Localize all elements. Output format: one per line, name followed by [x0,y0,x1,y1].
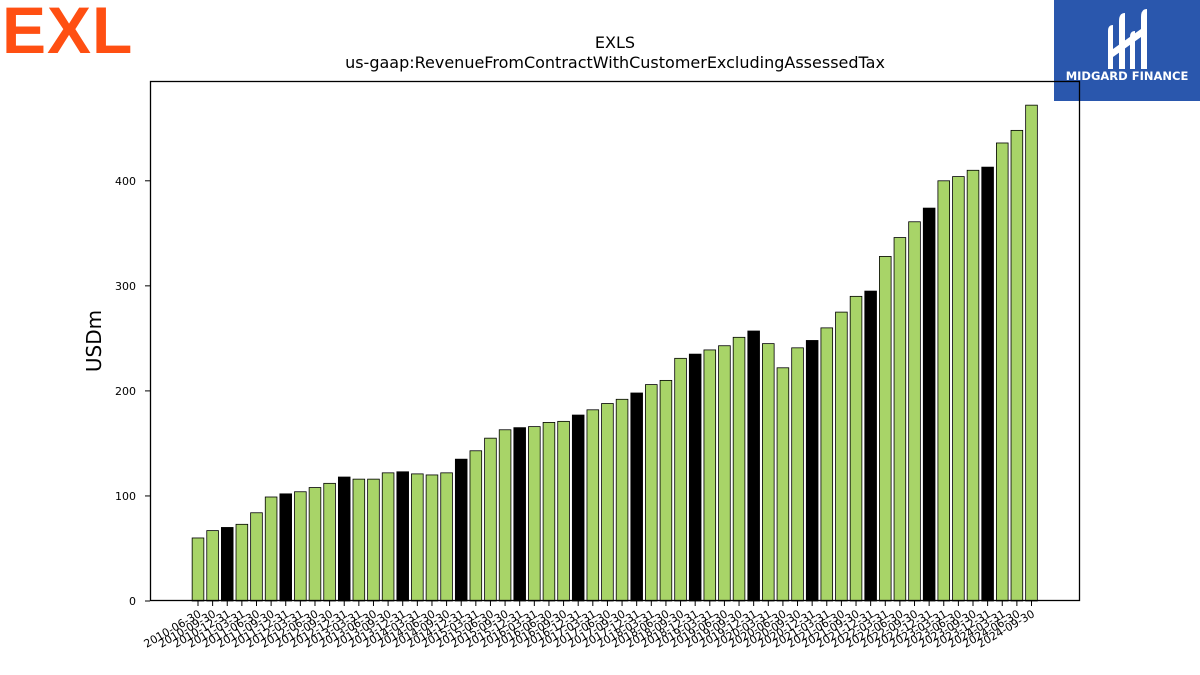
bar-2015-03-31 [469,450,483,602]
bar-2021-09-30 [849,295,863,602]
bar-2019-06-30 [718,345,731,602]
bar-2022-06-30 [893,237,907,602]
bar-2018-09-30 [674,357,687,602]
bar-2023-12-31 [981,166,994,602]
bar-2017-06-30 [601,403,614,602]
bar-2015-06-30 [484,437,497,602]
bar-2019-12-31 [747,330,760,602]
x-axis: 2010-06-302010-09-302010-12-312011-03-31… [142,601,1037,651]
bar-2014-06-30 [425,474,439,602]
bar-2010-12-31 [220,527,234,602]
bar-2012-06-30 [308,487,322,602]
bar-2020-06-30 [776,367,790,602]
y-tick-label: 100 [115,490,136,503]
midgard-mark-icon [1108,9,1147,69]
bar-2022-12-31 [922,207,936,602]
bar-2017-12-31 [630,392,643,602]
bar-2012-12-31 [337,476,351,602]
bar-2023-03-31 [937,180,951,602]
bar-2013-03-31 [352,478,366,602]
bar-2023-06-30 [952,176,965,602]
bar-2020-03-31 [762,343,775,602]
partner-name: MIDGARD FINANCE [1065,69,1189,83]
bar-2011-12-31 [279,493,292,602]
bar-2024-03-31 [996,142,1009,602]
bar-2015-09-30 [498,429,512,602]
midgard-finance-logo: MIDGARD FINANCE [1054,0,1200,101]
bar-2017-09-30 [615,398,629,602]
bar-2011-06-30 [250,512,263,602]
bar-2020-09-30 [791,347,804,602]
bar-2021-03-31 [820,327,834,602]
bar-2020-12-31 [805,340,819,602]
chart-title-block: EXLS us-gaap:RevenueFromContractWithCust… [150,33,1080,73]
bar-2024-06-30 [1010,129,1024,602]
y-axis-label: USDm [82,310,106,372]
bar-2022-03-31 [879,256,892,602]
bar-2013-06-30 [367,478,380,602]
bar-2018-12-31 [688,353,702,602]
bar-2014-12-31 [454,458,468,602]
y-tick-label: 400 [115,175,136,188]
bar-2017-03-31 [586,409,600,602]
bar-2024-09-30 [1025,104,1038,602]
chart-subtitle: us-gaap:RevenueFromContractWithCustomerE… [345,53,885,72]
bar-2023-09-30 [966,169,980,602]
plot-frame [149,80,1081,602]
bar-2010-06-30 [191,537,205,602]
y-tick-label: 0 [129,595,136,608]
bar-2015-12-31 [513,427,526,602]
exl-logo: EXL [2,0,134,67]
bar-2014-09-30 [440,472,453,602]
bar-2012-03-31 [294,491,307,602]
y-tick-label: 200 [115,385,136,398]
bar-2011-03-31 [235,523,249,602]
bar-2018-03-31 [645,384,658,602]
bar-2016-12-31 [571,414,585,602]
bar-2016-06-30 [542,422,556,602]
bar-2012-09-30 [323,482,336,602]
bar-2016-03-31 [528,426,541,602]
y-axis: 0 100 200 300 400 [115,175,150,608]
bar-2021-12-31 [864,290,877,602]
bar-2019-09-30 [732,336,746,602]
bar-2011-09-30 [264,496,278,602]
bar-2014-03-31 [411,473,424,602]
bar-2016-09-30 [557,420,570,602]
bar-2021-06-30 [835,311,848,602]
bar-2013-12-31 [396,471,409,602]
bar-2022-09-30 [908,221,921,602]
bar-2010-09-30 [206,530,219,602]
bars-group [191,104,1038,602]
y-tick-label: 300 [115,280,136,293]
chart-title: EXLS [594,33,636,52]
bar-2018-06-30 [659,379,673,602]
bar-2013-09-30 [381,472,395,602]
bar-2019-03-31 [703,349,717,602]
